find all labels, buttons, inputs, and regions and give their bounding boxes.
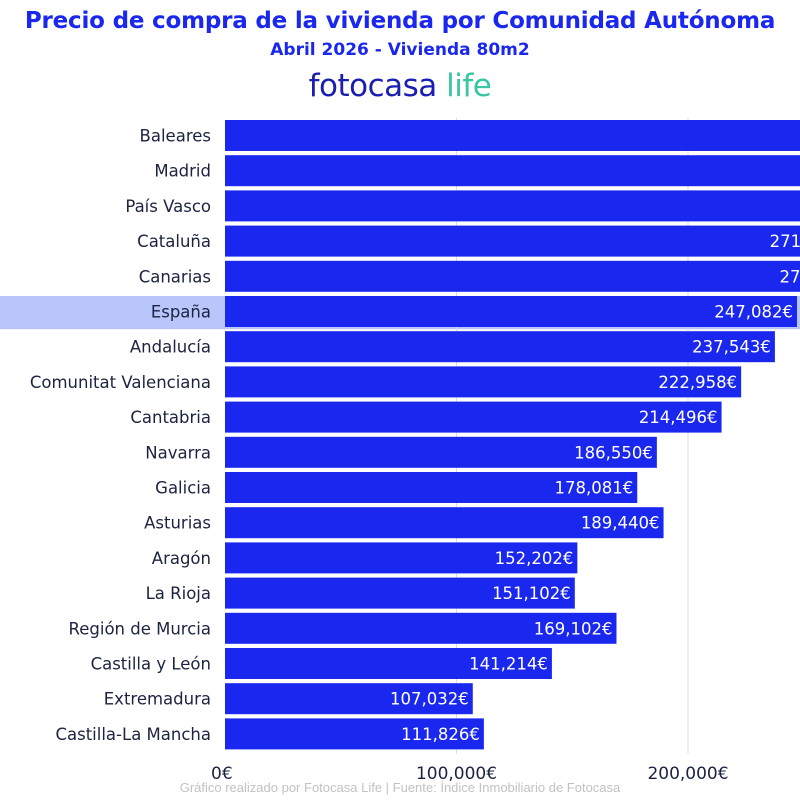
- bar: [225, 507, 664, 539]
- data-label: 178,081€: [555, 479, 634, 498]
- bar: [225, 436, 657, 468]
- bar: [225, 296, 797, 327]
- data-label: 141,214€: [469, 655, 548, 674]
- bar: [225, 542, 578, 574]
- data-label: 271,023€: [770, 232, 800, 251]
- data-label: 169,102€: [534, 619, 613, 638]
- bar: [225, 612, 617, 644]
- data-label: 222,958€: [658, 373, 737, 392]
- data-label: 189,440€: [581, 514, 660, 533]
- category-label: Cantabria: [130, 408, 211, 427]
- data-label: 237,543€: [692, 338, 771, 357]
- bar: [225, 190, 800, 222]
- category-label: Andalucía: [130, 338, 211, 357]
- chart-title: Precio de compra de la vivienda por Comu…: [24, 8, 776, 34]
- category-label: Cataluña: [137, 232, 211, 251]
- x-tick-label: 100,000€: [416, 764, 497, 784]
- data-label: 151,102€: [492, 584, 571, 603]
- data-label: 186,550€: [574, 443, 653, 462]
- category-label: Castilla y León: [91, 655, 211, 674]
- bar: [225, 331, 775, 363]
- fotocasa-life-logo: fotocasa life: [0, 68, 800, 104]
- category-label: Extremadura: [104, 690, 211, 709]
- bar: [225, 225, 800, 257]
- logo-accent: life: [446, 68, 492, 104]
- bar: [225, 472, 638, 503]
- category-label: Galicia: [155, 479, 211, 498]
- data-label: 275,257€: [779, 267, 800, 286]
- data-label: 247,082€: [714, 303, 793, 322]
- bar: [225, 718, 484, 750]
- data-label: 107,032€: [390, 690, 469, 709]
- bar: [225, 401, 722, 433]
- category-label: Aragón: [152, 549, 211, 568]
- category-label: Castilla-La Mancha: [55, 725, 211, 744]
- bar: [225, 260, 800, 292]
- bar: [225, 120, 800, 151]
- category-label: Asturias: [144, 514, 211, 533]
- source-footnote: Gráfico realizado por Fotocasa Life | Fu…: [179, 780, 621, 795]
- category-label: Canarias: [139, 267, 211, 286]
- x-tick-label: 200,000€: [647, 764, 728, 784]
- category-label: País Vasco: [125, 197, 211, 216]
- category-label: Comunitat Valenciana: [30, 373, 211, 392]
- x-tick-label: 0€: [211, 764, 233, 784]
- category-label: Madrid: [154, 162, 211, 181]
- data-label: 152,202€: [495, 549, 574, 568]
- category-label: Navarra: [145, 443, 211, 462]
- bar: [225, 648, 552, 679]
- category-label: Baleares: [140, 127, 211, 146]
- data-label: 214,496€: [639, 408, 718, 427]
- category-label: España: [151, 303, 211, 322]
- category-label: La Rioja: [146, 584, 211, 603]
- logo-wordmark: fotocasa: [308, 68, 438, 104]
- chart-subtitle: Abril 2026 - Vivienda 80m2: [270, 40, 530, 60]
- data-label: 111,826€: [401, 725, 480, 744]
- bar: [225, 155, 800, 187]
- bar: [225, 577, 575, 609]
- category-label: Región de Murcia: [69, 619, 211, 638]
- bar: [225, 366, 742, 398]
- bar: [225, 683, 473, 715]
